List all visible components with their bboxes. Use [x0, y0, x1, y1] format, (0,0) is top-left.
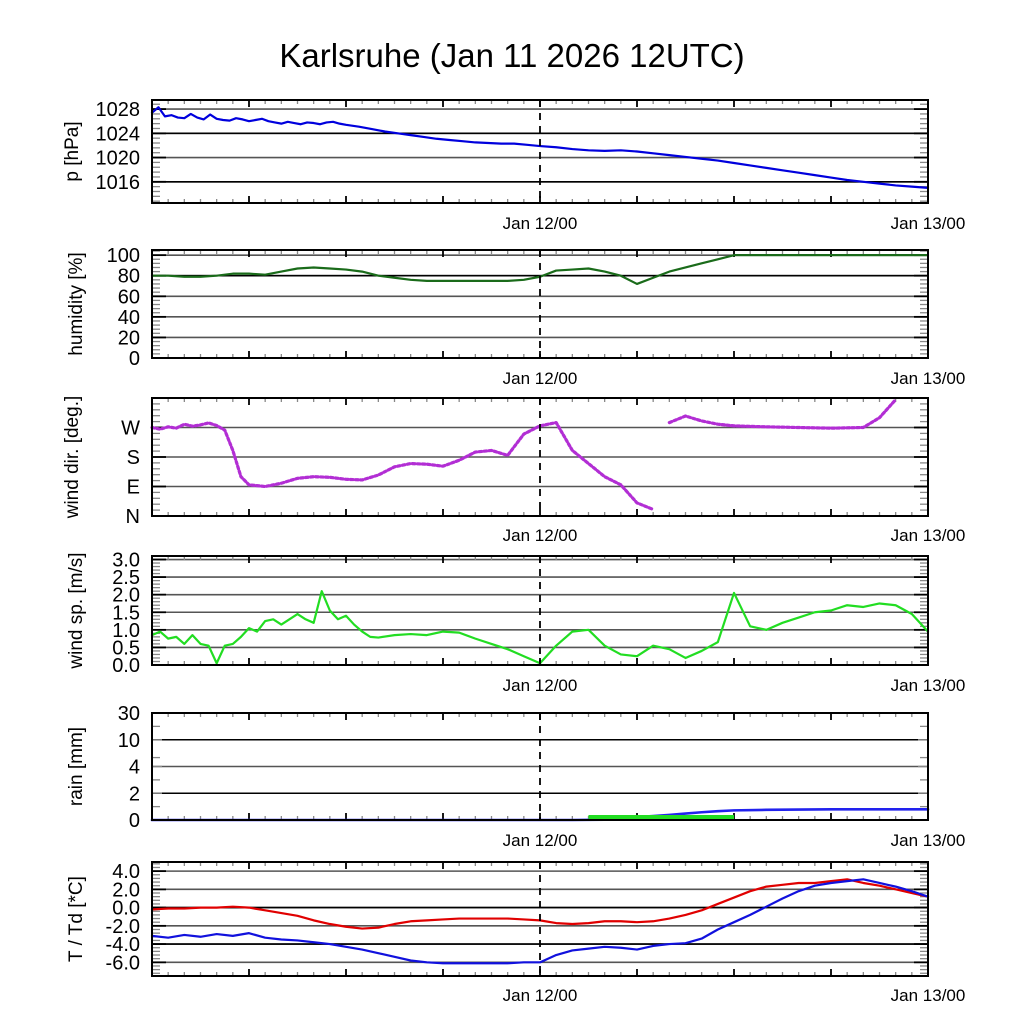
y-tick-label: 1028	[96, 99, 141, 121]
y-tick-label: E	[127, 477, 140, 499]
x-tick-label: Jan 12/00	[503, 214, 578, 233]
x-tick-label: Jan 13/00	[891, 676, 966, 695]
y-tick-label: 1.5	[112, 602, 140, 624]
y-tick-label: 0	[129, 810, 140, 832]
y-tick-label: 3.0	[112, 550, 140, 572]
y-tick-label: W	[121, 418, 140, 440]
x-tick-label: Jan 12/00	[503, 526, 578, 545]
y-tick-label: 4	[129, 757, 140, 779]
y-tick-label: -6.0	[106, 952, 140, 974]
y-axis-label-wind_speed: wind sp. [m/s]	[66, 552, 87, 669]
y-tick-label: 1020	[96, 148, 141, 170]
x-tick-label: Jan 12/00	[503, 369, 578, 388]
y-tick-label: 4.0	[112, 861, 140, 883]
y-axis-label-temperature_dewpoint: T / Td [*C]	[66, 876, 87, 962]
y-tick-label: 20	[118, 327, 140, 349]
y-tick-label: 30	[118, 703, 140, 725]
y-axis-label-pressure: p [hPa]	[62, 121, 83, 181]
y-tick-label: 80	[118, 266, 140, 288]
x-tick-label: Jan 13/00	[891, 214, 966, 233]
rain-rate-bars	[588, 815, 734, 820]
y-tick-label: 40	[118, 307, 140, 329]
x-tick-label: Jan 12/00	[503, 831, 578, 850]
series-wind_speed	[150, 590, 930, 665]
x-tick-label: Jan 13/00	[891, 831, 966, 850]
panel-rain: 0 2 4 10 30 rain [mm] Jan 12/00 Jan 13/00	[66, 703, 965, 850]
y-tick-label: N	[126, 506, 140, 528]
y-tick-label: 100	[107, 245, 140, 267]
series-Td	[150, 878, 930, 965]
y-tick-label: 2.5	[112, 567, 140, 589]
y-tick-label: 2	[129, 783, 140, 805]
y-axis-label-rain: rain [mm]	[66, 727, 87, 806]
x-tick-label: Jan 12/00	[503, 986, 578, 1005]
y-tick-label: 0	[129, 348, 140, 370]
y-tick-label: 1.0	[112, 620, 140, 642]
series-pressure	[150, 106, 930, 189]
page-title: Karlsruhe (Jan 11 2026 12UTC)	[279, 37, 744, 74]
x-tick-label: Jan 12/00	[503, 676, 578, 695]
y-tick-label: 2.0	[112, 879, 140, 901]
x-tick-label: Jan 13/00	[891, 986, 966, 1005]
y-tick-label: 0.0	[112, 898, 140, 920]
panel-temperature_dewpoint: -6.0-4.0-2.00.02.04.0 T / Td [*C] Jan 12/0…	[66, 861, 965, 1005]
y-tick-label: 0.5	[112, 637, 140, 659]
y-tick-label: 2.0	[112, 585, 140, 607]
x-tick-label: Jan 13/00	[891, 369, 966, 388]
y-axis-label-wind_direction: wind dir. [deg.]	[62, 396, 83, 520]
y-tick-label: 10	[118, 730, 140, 752]
y-tick-label: -2.0	[106, 916, 140, 938]
y-tick-label: 1016	[96, 172, 141, 194]
x-tick-label: Jan 13/00	[891, 526, 966, 545]
series-humidity	[150, 254, 930, 286]
y-tick-label: 0.0	[112, 655, 140, 677]
y-tick-label: 60	[118, 286, 140, 308]
y-tick-label: S	[127, 447, 140, 469]
y-tick-label: -4.0	[106, 934, 140, 956]
y-axis-label-humidity: humidity [%]	[66, 252, 87, 355]
panel-wind_speed: 0.00.51.01.52.02.53.0 wind sp. [m/s] Jan 1…	[66, 550, 965, 695]
y-tick-label: 1024	[96, 123, 141, 145]
